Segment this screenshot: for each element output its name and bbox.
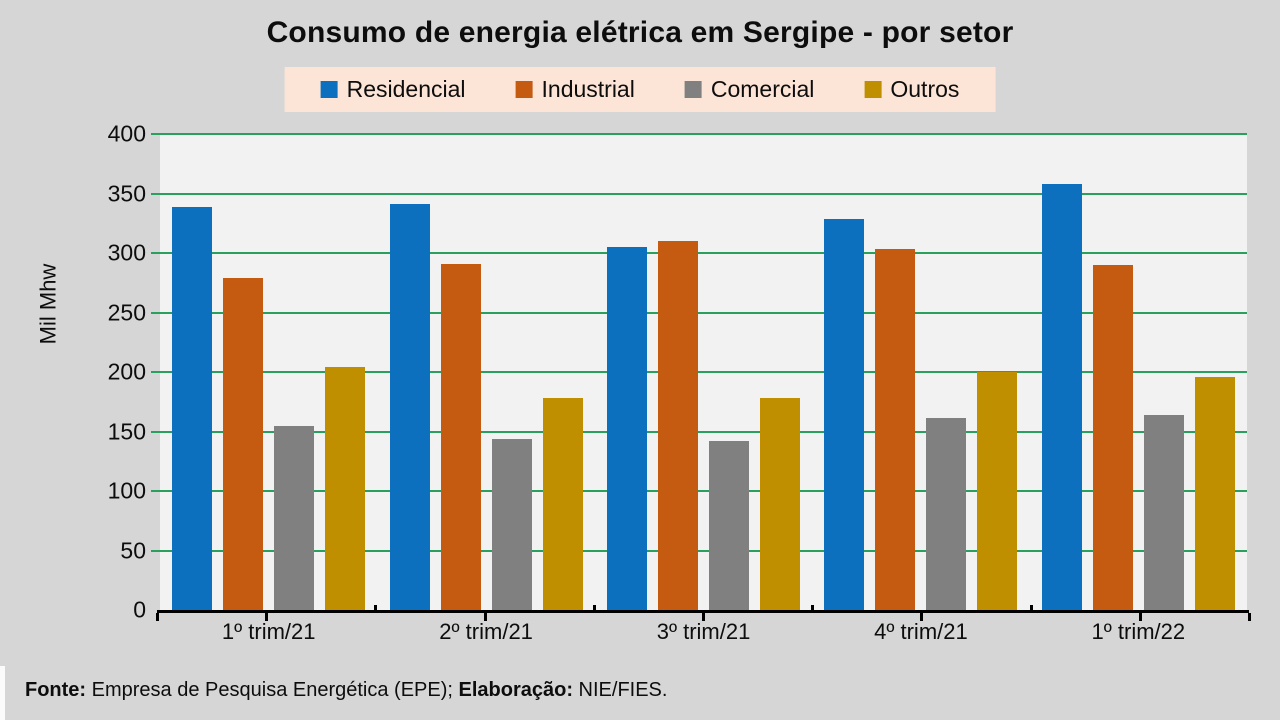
bar-residencial-4-trim-21	[824, 218, 865, 610]
bar-residencial-1-trim-21	[172, 206, 213, 610]
bar-industrial-4-trim-21	[875, 249, 916, 610]
gridline-200	[151, 371, 1247, 373]
y-tick-50: 50	[120, 537, 146, 563]
bar-outros-3-trim-21	[760, 398, 801, 610]
y-tick-300: 300	[107, 239, 146, 266]
x-axis-boundary-tick-5	[1248, 613, 1251, 621]
gridline-350	[151, 192, 1247, 195]
y-tick-0: 0	[133, 596, 146, 623]
gridline-250	[151, 311, 1247, 314]
bar-residencial-3-trim-21	[607, 247, 648, 610]
bar-group-1-trim-22	[1030, 134, 1247, 610]
y-tick-350: 350	[107, 180, 146, 206]
legend-label-comercial: Comercial	[710, 76, 815, 102]
legend-item-outros: Outros	[864, 76, 959, 103]
bar-residencial-2-trim-21	[389, 204, 430, 610]
x-axis-boundary-tick-2	[592, 605, 596, 613]
bar-comercial-1-trim-22	[1143, 414, 1184, 610]
legend-swatch-outros	[864, 81, 882, 98]
left-edge-artifact	[0, 666, 5, 720]
bar-comercial-4-trim-21	[926, 418, 967, 610]
legend-item-residencial: Residencial	[320, 76, 466, 103]
x-category-3-trim-21: 3º trim/21	[656, 619, 751, 644]
x-axis-line	[156, 605, 1251, 621]
bar-outros-1-trim-22	[1194, 376, 1235, 610]
source-note: Fonte: Empresa de Pesquisa Energética (E…	[25, 679, 667, 702]
bar-industrial-3-trim-21	[658, 241, 699, 610]
gridline-400	[151, 133, 1247, 135]
legend-label-outros: Outros	[890, 76, 960, 102]
legend-label-industrial: Industrial	[541, 76, 635, 102]
x-axis-center-tick-4	[920, 613, 924, 621]
x-axis-boundary-tick-0	[156, 613, 159, 621]
bar-group-2-trim-21	[377, 134, 594, 610]
elaboracao-label: Elaboração:	[458, 679, 573, 701]
bar-outros-4-trim-21	[977, 372, 1018, 610]
fonte-text: Empresa de Pesquisa Energética (EPE);	[86, 679, 459, 701]
legend: Residencial Industrial Comercial Outros	[284, 67, 996, 112]
gridline-150	[151, 430, 1247, 433]
x-axis-center-tick-3	[702, 613, 705, 621]
bar-industrial-1-trim-22	[1092, 264, 1133, 610]
x-axis-center-tick-1	[265, 613, 269, 621]
legend-item-comercial: Comercial	[684, 76, 815, 103]
y-tick-400: 400	[107, 120, 146, 147]
bar-outros-2-trim-21	[542, 398, 583, 610]
gridline-100	[151, 490, 1247, 492]
elaboracao-text: NIE/FIES.	[572, 679, 668, 701]
legend-item-industrial: Industrial	[515, 76, 635, 103]
bar-group-1-trim-21	[160, 134, 377, 610]
x-axis-category-labels: 1º trim/21 2º trim/21 3º trim/21 4º trim/21…	[160, 619, 1247, 645]
bar-comercial-2-trim-21	[491, 438, 532, 610]
chart-title: Consumo de energia elétrica em Sergipe -…	[266, 16, 1014, 49]
bars-layer	[160, 134, 1247, 610]
x-category-4-trim-21: 4º trim/21	[874, 619, 968, 644]
bar-group-4-trim-21	[812, 134, 1029, 610]
y-axis-tick-labels: 0 50 100 150 200 250 300 350 400	[0, 121, 146, 623]
gridline-50	[151, 549, 1247, 552]
legend-swatch-residencial	[320, 81, 338, 98]
bar-comercial-1-trim-21	[274, 425, 315, 610]
y-tick-150: 150	[107, 418, 146, 444]
x-category-2-trim-21: 2º trim/21	[439, 619, 533, 644]
bar-industrial-1-trim-21	[223, 278, 264, 610]
x-category-1-trim-21: 1º trim/21	[221, 619, 316, 644]
y-tick-100: 100	[107, 477, 146, 504]
fonte-label: Fonte:	[25, 679, 87, 701]
legend-swatch-industrial	[515, 81, 533, 98]
x-axis-center-tick-2	[483, 613, 487, 621]
y-tick-250: 250	[107, 299, 146, 325]
bar-outros-1-trim-21	[325, 367, 366, 610]
x-axis-boundary-tick-4	[1029, 605, 1033, 613]
y-tick-200: 200	[107, 358, 146, 385]
bar-residencial-1-trim-22	[1041, 183, 1082, 610]
legend-label-residencial: Residencial	[346, 76, 466, 102]
legend-swatch-comercial	[684, 81, 702, 98]
plot-area	[151, 133, 1251, 621]
bar-group-3-trim-21	[595, 134, 812, 610]
bar-industrial-2-trim-21	[440, 263, 481, 610]
x-category-1-trim-22: 1º trim/22	[1091, 619, 1186, 644]
x-axis-center-tick-5	[1138, 613, 1142, 621]
x-axis-boundary-tick-3	[811, 605, 815, 613]
x-axis-boundary-tick-1	[374, 605, 378, 613]
gridline-300	[151, 252, 1247, 254]
bar-comercial-3-trim-21	[709, 441, 750, 610]
